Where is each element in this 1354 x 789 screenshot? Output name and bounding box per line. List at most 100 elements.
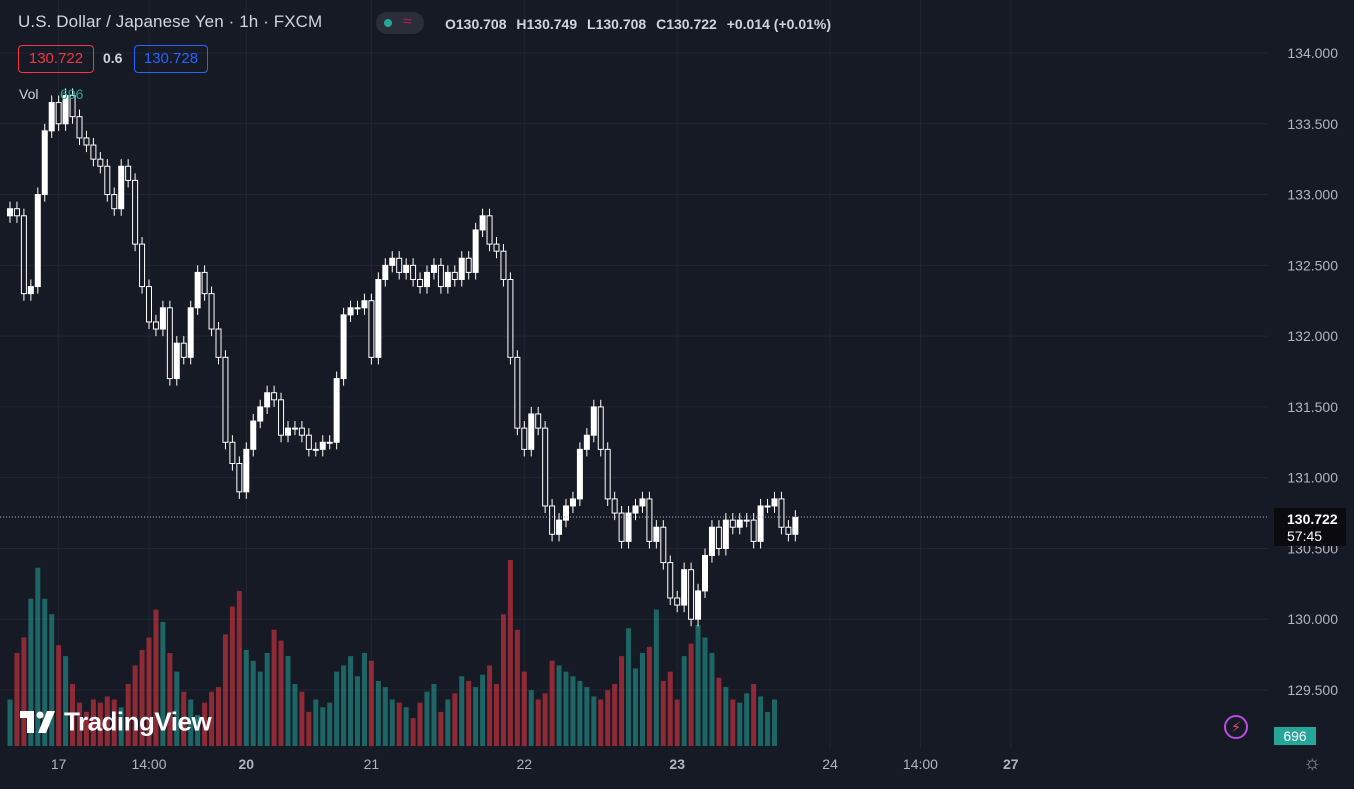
low-value: 130.708 xyxy=(595,16,647,32)
volume-bars xyxy=(7,560,777,746)
candle-body xyxy=(48,102,55,132)
time-tick-label: 22 xyxy=(517,756,533,772)
volume-bar xyxy=(598,699,604,746)
candle-body xyxy=(681,569,688,606)
candle-body xyxy=(583,434,590,450)
candle-body xyxy=(340,314,347,380)
gear-icon[interactable]: ☼ xyxy=(1303,752,1322,774)
candle-body xyxy=(194,271,201,309)
candle-body xyxy=(208,293,215,330)
candle-body xyxy=(618,512,625,542)
volume-bar xyxy=(570,676,576,746)
candle-body xyxy=(722,519,729,549)
volume-bar xyxy=(327,702,333,746)
high-label: H xyxy=(516,16,527,32)
volume-bar xyxy=(765,711,771,746)
volume-bar xyxy=(424,691,430,746)
volume-bar xyxy=(577,680,583,746)
time-tick-label: 24 xyxy=(822,756,838,772)
volume-bar xyxy=(14,653,20,746)
candle-body xyxy=(375,278,382,358)
candle-body xyxy=(535,413,542,429)
candle-body xyxy=(20,215,27,295)
candle-body xyxy=(305,434,312,450)
volume-bar xyxy=(382,687,388,746)
buy-button[interactable]: 130.728 xyxy=(134,45,208,73)
candle-body xyxy=(604,448,611,500)
volume-bar xyxy=(744,693,750,746)
candle-body xyxy=(417,278,424,288)
volume-bar xyxy=(250,660,256,746)
candle-body xyxy=(7,208,13,217)
candle-body xyxy=(430,264,437,273)
candle-body xyxy=(785,526,792,535)
volume-bar xyxy=(139,649,145,746)
volume-bar xyxy=(396,702,402,746)
volume-bar xyxy=(202,702,208,746)
volume-bar xyxy=(77,702,82,746)
volume-bar xyxy=(28,598,34,746)
candle-body xyxy=(13,208,20,217)
candle-body xyxy=(166,307,173,380)
candle-body xyxy=(743,519,750,522)
last-price-value: 130.722 xyxy=(1287,511,1338,527)
volume-label[interactable]: Vol xyxy=(19,86,39,102)
volume-bar xyxy=(487,665,493,746)
candle-body xyxy=(243,448,250,493)
candle-body xyxy=(708,526,715,557)
candle-body xyxy=(715,526,722,549)
volume-bar xyxy=(216,687,221,746)
volume-bar xyxy=(681,656,687,746)
volume-bar xyxy=(459,676,465,746)
volume-bar xyxy=(758,696,764,746)
volume-bar xyxy=(403,707,409,746)
time-tick-label: 20 xyxy=(239,756,255,772)
volume-bar xyxy=(90,699,96,746)
candle-body xyxy=(180,342,187,358)
sell-button[interactable]: 130.722 xyxy=(18,45,94,73)
volume-bar xyxy=(222,634,228,746)
candle-body xyxy=(688,569,695,620)
volume-bar xyxy=(56,645,62,746)
tradingview-logo[interactable]: TradingView xyxy=(20,705,212,737)
volume-bar xyxy=(70,684,76,746)
volume-bar xyxy=(146,637,152,746)
volume-bar xyxy=(591,696,597,746)
time-tick-label: 21 xyxy=(364,756,380,772)
candle-body xyxy=(437,264,444,288)
volume-bar xyxy=(716,677,722,746)
volume-bar xyxy=(737,702,743,746)
price-axis: 129.500130.000130.500131.000131.500132.0… xyxy=(1287,45,1338,698)
market-open-dot-icon xyxy=(384,19,392,27)
symbol-title[interactable]: U.S. Dollar / Japanese Yen · 1h · FXCM xyxy=(18,12,323,31)
time-tick-label: 14:00 xyxy=(131,756,166,772)
chart-header: U.S. Dollar / Japanese Yen · 1h · FXCM ≈… xyxy=(0,0,1000,50)
candle-body xyxy=(55,102,62,125)
volume-bar xyxy=(605,690,611,746)
volume-bar xyxy=(49,614,55,746)
candle-body xyxy=(229,441,236,465)
volume-bar xyxy=(195,715,201,746)
volume-bar xyxy=(278,640,284,746)
volume-bar xyxy=(751,684,757,746)
volume-bar xyxy=(417,702,423,746)
volume-bar xyxy=(160,622,166,746)
candle-body xyxy=(132,179,139,245)
volume-bar xyxy=(466,680,472,746)
market-status-pill[interactable]: ≈ xyxy=(376,12,424,34)
volume-bar xyxy=(313,699,319,746)
close-label: C xyxy=(656,16,667,32)
logo-text: TradingView xyxy=(64,706,212,737)
time-tick-label: 17 xyxy=(51,756,67,772)
time-axis: 17 14:00 20 21 22 23 24 14:00 27 xyxy=(51,756,1019,772)
volume-bar xyxy=(341,665,347,746)
lightning-icon[interactable]: ⚡ xyxy=(1224,715,1248,739)
volume-bar xyxy=(688,643,694,746)
volume-bar xyxy=(542,693,548,746)
volume-bar xyxy=(514,629,520,746)
volume-bar xyxy=(111,699,117,746)
volume-bar xyxy=(702,637,708,746)
spread-value: 0.6 xyxy=(103,50,123,66)
volume-bar xyxy=(563,671,569,746)
